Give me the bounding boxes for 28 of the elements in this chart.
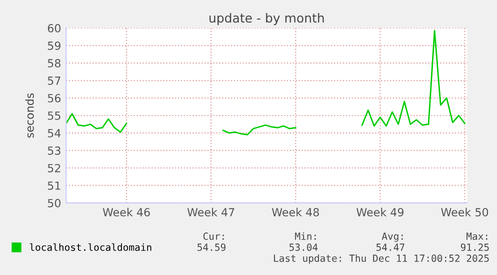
text: 54.47 xyxy=(376,244,404,251)
y-tick-label: 52 xyxy=(48,164,60,172)
y-tick-label: 50 xyxy=(48,198,60,208)
y-tick-label: 53 xyxy=(48,146,60,155)
text: Avg: xyxy=(382,232,403,242)
text: Min: xyxy=(295,232,316,240)
text: Cur: xyxy=(203,232,224,240)
y-tick-label: 51 xyxy=(48,182,60,190)
y-tick-label: 55 xyxy=(48,112,60,120)
x-tick-label: Week 50 xyxy=(441,208,488,216)
x-tick-label: Week 48 xyxy=(272,208,319,216)
text: 91.25 xyxy=(460,244,489,251)
text: Max: xyxy=(466,232,488,240)
y-axis-title: seconds xyxy=(25,93,34,138)
legend-label: localhost.localdomain xyxy=(30,243,152,251)
text: Last update: Thu Dec 11 17:00:52 2025 xyxy=(274,254,489,264)
y-tick-label: 58 xyxy=(48,59,60,68)
chart-title: update - by month xyxy=(210,12,324,26)
x-tick-label: Week 49 xyxy=(356,208,404,216)
x-tick-label: Week 47 xyxy=(187,208,234,216)
y-tick-label: 59 xyxy=(48,42,60,50)
y-tick-label: 54 xyxy=(48,129,61,138)
text: 53.04 xyxy=(289,244,318,251)
text: 54.59 xyxy=(198,244,226,251)
y-tick-label: 60 xyxy=(48,24,60,32)
y-tick-label: 56 xyxy=(48,94,61,102)
x-tick-label: Week 46 xyxy=(102,208,150,216)
y-tick-label: 57 xyxy=(48,76,60,85)
